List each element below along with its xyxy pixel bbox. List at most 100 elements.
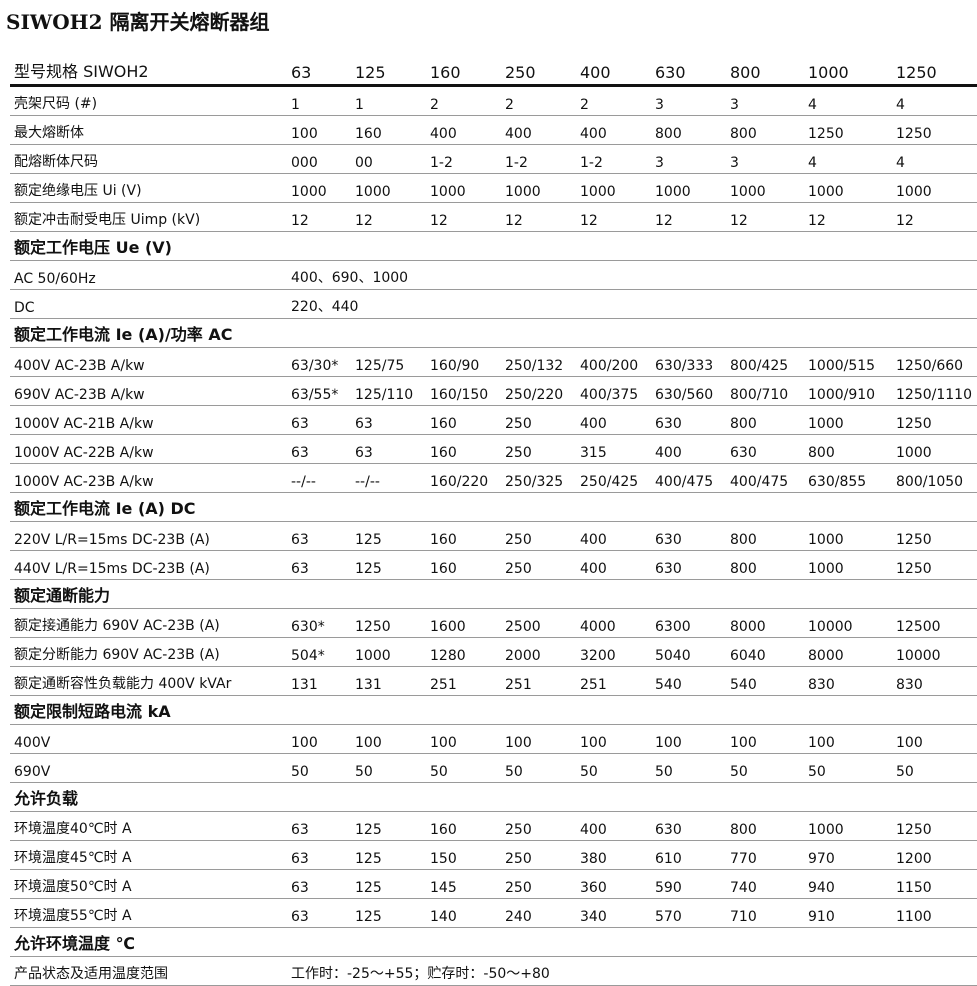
- cell: 1100: [892, 898, 977, 928]
- cell: 250: [501, 434, 576, 464]
- cell: 400/375: [576, 376, 651, 406]
- data-row: AC 50/60Hz 400、690、1000: [10, 260, 977, 290]
- cell: 50: [287, 753, 351, 783]
- cell: 100: [804, 724, 892, 754]
- row-label: 壳架尺码 (#): [10, 85, 287, 116]
- cell: 1000/910: [804, 376, 892, 406]
- cell: 4: [804, 85, 892, 116]
- cell: 160/220: [426, 463, 501, 493]
- cell: 12500: [892, 608, 977, 638]
- cell: 1280: [426, 637, 501, 667]
- header-cell: 160: [426, 56, 501, 87]
- cell: 1000: [287, 173, 351, 203]
- cell: 160: [426, 811, 501, 841]
- cell: 3: [651, 144, 726, 174]
- row-label: 额定分断能力 690V AC-23B (A): [10, 637, 287, 667]
- cell: 100: [351, 724, 426, 754]
- cell: 970: [804, 840, 892, 870]
- cell: 630: [651, 550, 726, 580]
- cell: 1250/660: [892, 347, 977, 377]
- header-cell: 1250: [892, 56, 977, 87]
- header-cell: 250: [501, 56, 576, 87]
- cell: 1250: [351, 608, 426, 638]
- cell: 830: [892, 666, 977, 696]
- data-row: 额定冲击耐受电压 Uimp (kV) 12 12 12 12 12 12 12 12 12: [10, 202, 977, 232]
- cell: 240: [501, 898, 576, 928]
- cell: 2000: [501, 637, 576, 667]
- cell: 50: [501, 753, 576, 783]
- cell: 800: [726, 115, 804, 145]
- data-row: 220V L/R=15ms DC-23B (A) 63 125 160 250 400 63…: [10, 521, 977, 551]
- cell: 125: [351, 840, 426, 870]
- spec-table: 型号规格 SIWOH2 63 125 160 250 400 630 800 1000 1250 壳…: [10, 56, 977, 986]
- cell: 150: [426, 840, 501, 870]
- row-label: 额定绝缘电压 Ui (V): [10, 173, 287, 203]
- cell: 工作时：-25～+55；贮存时：-50～+80: [287, 956, 977, 986]
- row-label: 额定接通能力 690V AC-23B (A): [10, 608, 287, 638]
- cell: 400: [576, 521, 651, 551]
- cell: 12: [351, 202, 426, 232]
- cell: 50: [576, 753, 651, 783]
- cell: 1000: [651, 173, 726, 203]
- cell: 610: [651, 840, 726, 870]
- cell: 1000: [804, 550, 892, 580]
- cell: 12: [576, 202, 651, 232]
- data-row: 额定通断容性负载能力 400V kVAr 131 131 251 251 251 540 54…: [10, 666, 977, 696]
- cell: 1000: [576, 173, 651, 203]
- cell: 1250: [892, 115, 977, 145]
- data-row: DC 220、440: [10, 289, 977, 319]
- cell: 63: [287, 521, 351, 551]
- row-label: 额定限制短路电流 kA: [10, 695, 977, 725]
- page: SIWOH2 隔离开关熔断器组 型号规格 SIWOH2 63 125 160 250 40…: [6, 10, 977, 986]
- section-row: 额定通断能力: [10, 579, 977, 609]
- cell: 1000: [726, 173, 804, 203]
- data-row: 400V AC-23B A/kw 63/30* 125/75 160/90 250/13…: [10, 347, 977, 377]
- row-label: 1000V AC-23B A/kw: [10, 463, 287, 493]
- cell: 63: [287, 898, 351, 928]
- row-label: 环境温度50℃时 A: [10, 869, 287, 899]
- cell: 540: [651, 666, 726, 696]
- cell: 50: [892, 753, 977, 783]
- row-label: 最大熔断体: [10, 115, 287, 145]
- cell: 12: [804, 202, 892, 232]
- table-body: 型号规格 SIWOH2 63 125 160 250 400 630 800 1000 1250 壳…: [10, 56, 977, 986]
- cell: 50: [426, 753, 501, 783]
- cell: 10000: [892, 637, 977, 667]
- cell: --/--: [351, 463, 426, 493]
- cell: 1000: [501, 173, 576, 203]
- cell: 100: [287, 724, 351, 754]
- cell: 630/333: [651, 347, 726, 377]
- cell: 100: [651, 724, 726, 754]
- row-label: 额定工作电流 Ie (A)/功率 AC: [10, 318, 977, 348]
- cell: 800: [804, 434, 892, 464]
- cell: 160/150: [426, 376, 501, 406]
- cell: 590: [651, 869, 726, 899]
- data-row: 配熔断体尺码 000 00 1-2 1-2 1-2 3 3 4 4: [10, 144, 977, 174]
- header-cell: 400: [576, 56, 651, 87]
- cell: 8000: [804, 637, 892, 667]
- cell: 250: [501, 550, 576, 580]
- cell: 125: [351, 898, 426, 928]
- cell: 4: [892, 85, 977, 116]
- cell: 00: [351, 144, 426, 174]
- section-row: 允许环境温度 ℃: [10, 927, 977, 957]
- cell: 630*: [287, 608, 351, 638]
- cell: 251: [501, 666, 576, 696]
- cell: 630: [651, 811, 726, 841]
- cell: 830: [804, 666, 892, 696]
- cell: 504*: [287, 637, 351, 667]
- data-row: 环境温度40℃时 A 63 125 160 250 400 630 800 1000 1250: [10, 811, 977, 841]
- cell: 63: [287, 811, 351, 841]
- cell: 63: [287, 840, 351, 870]
- cell: 1000: [351, 173, 426, 203]
- cell: 1600: [426, 608, 501, 638]
- cell: 400: [576, 811, 651, 841]
- data-row: 壳架尺码 (#) 1 1 2 2 2 3 3 4 4: [10, 85, 977, 116]
- cell: 1000: [804, 405, 892, 435]
- row-label: 环境温度45℃时 A: [10, 840, 287, 870]
- cell: 400/475: [726, 463, 804, 493]
- cell: 1250: [892, 521, 977, 551]
- cell: 250: [501, 869, 576, 899]
- cell: 630: [651, 405, 726, 435]
- header-cell: 630: [651, 56, 726, 87]
